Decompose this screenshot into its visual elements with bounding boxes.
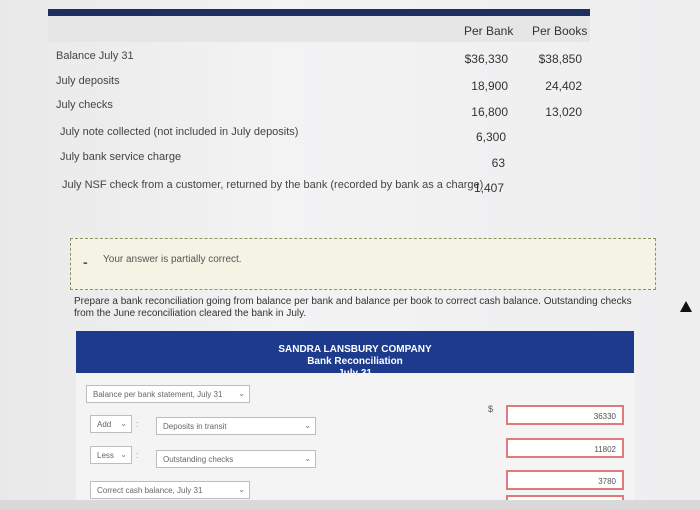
deposits-in-transit-select[interactable]: Deposits in transit ⌄ (156, 417, 316, 435)
feedback-text: Your answer is partially correct. (103, 254, 242, 265)
question-prompt: Prepare a bank reconciliation going from… (74, 296, 632, 319)
per-books-header: Per Books (532, 24, 588, 38)
chevron-down-icon: ⌄ (120, 419, 127, 428)
select-label: Add (97, 420, 112, 429)
select-label: Outstanding checks (163, 455, 234, 464)
row-label: July NSF check from a customer, returned… (62, 179, 484, 191)
per-bank-value: 18,900 (471, 79, 508, 93)
row-label: July bank service charge (60, 151, 182, 163)
balance-per-bank-select[interactable]: Balance per bank statement, July 31 ⌄ (86, 385, 250, 403)
table-header (48, 16, 590, 42)
statement-header: SANDRA LANSBURY COMPANY Bank Reconciliat… (76, 331, 634, 379)
reconciliation-form: Balance per bank statement, July 31 ⌄ $ … (76, 373, 634, 509)
per-bank-value: $36,330 (464, 52, 508, 66)
per-bank-value: 63 (491, 156, 505, 170)
partial-dash-icon: - (83, 254, 88, 270)
chevron-down-icon: ⌄ (238, 389, 245, 398)
chevron-down-icon: ⌄ (120, 450, 127, 459)
row-label: Balance July 31 (56, 50, 134, 62)
per-books-value: $38,850 (538, 52, 582, 66)
colon: : (136, 450, 139, 460)
outstanding-checks-input[interactable]: 3780 (506, 470, 624, 490)
select-label: Less (97, 451, 114, 460)
statement-title: Bank Reconciliation (307, 356, 403, 367)
row-label: July deposits (56, 75, 120, 87)
chevron-down-icon: ⌄ (304, 454, 311, 463)
row-label: July note collected (not included in Jul… (60, 126, 299, 138)
company-name: SANDRA LANSBURY COMPANY (278, 344, 432, 355)
per-bank-value: 16,800 (471, 105, 508, 119)
deposits-in-transit-input[interactable]: 11802 (506, 438, 624, 458)
answer-feedback-box: - Your answer is partially correct. (70, 238, 656, 290)
per-bank-value: 6,300 (475, 130, 506, 144)
outstanding-checks-select[interactable]: Outstanding checks ⌄ (156, 450, 316, 468)
mouse-cursor-icon (680, 301, 692, 312)
less-select[interactable]: Less ⌄ (90, 446, 132, 464)
balance-per-bank-input[interactable]: 36330 (506, 405, 624, 425)
per-books-value: 13,020 (545, 105, 582, 119)
correct-cash-balance-select[interactable]: Correct cash balance, July 31 ⌄ (90, 481, 250, 499)
select-label: Correct cash balance, July 31 (97, 486, 203, 495)
colon: : (136, 419, 139, 429)
row-label: July checks (56, 99, 113, 111)
dollar-sign: $ (488, 404, 494, 414)
chevron-down-icon: ⌄ (238, 485, 245, 494)
bottom-toolbar (0, 500, 700, 509)
add-select[interactable]: Add ⌄ (90, 415, 132, 433)
select-label: Balance per bank statement, July 31 (93, 390, 223, 399)
per-books-value: 24,402 (545, 79, 582, 93)
chevron-down-icon: ⌄ (304, 421, 311, 430)
per-bank-value: 1,407 (473, 181, 504, 195)
table-top-bar (48, 9, 590, 16)
per-bank-header: Per Bank (464, 24, 514, 38)
select-label: Deposits in transit (163, 422, 227, 431)
